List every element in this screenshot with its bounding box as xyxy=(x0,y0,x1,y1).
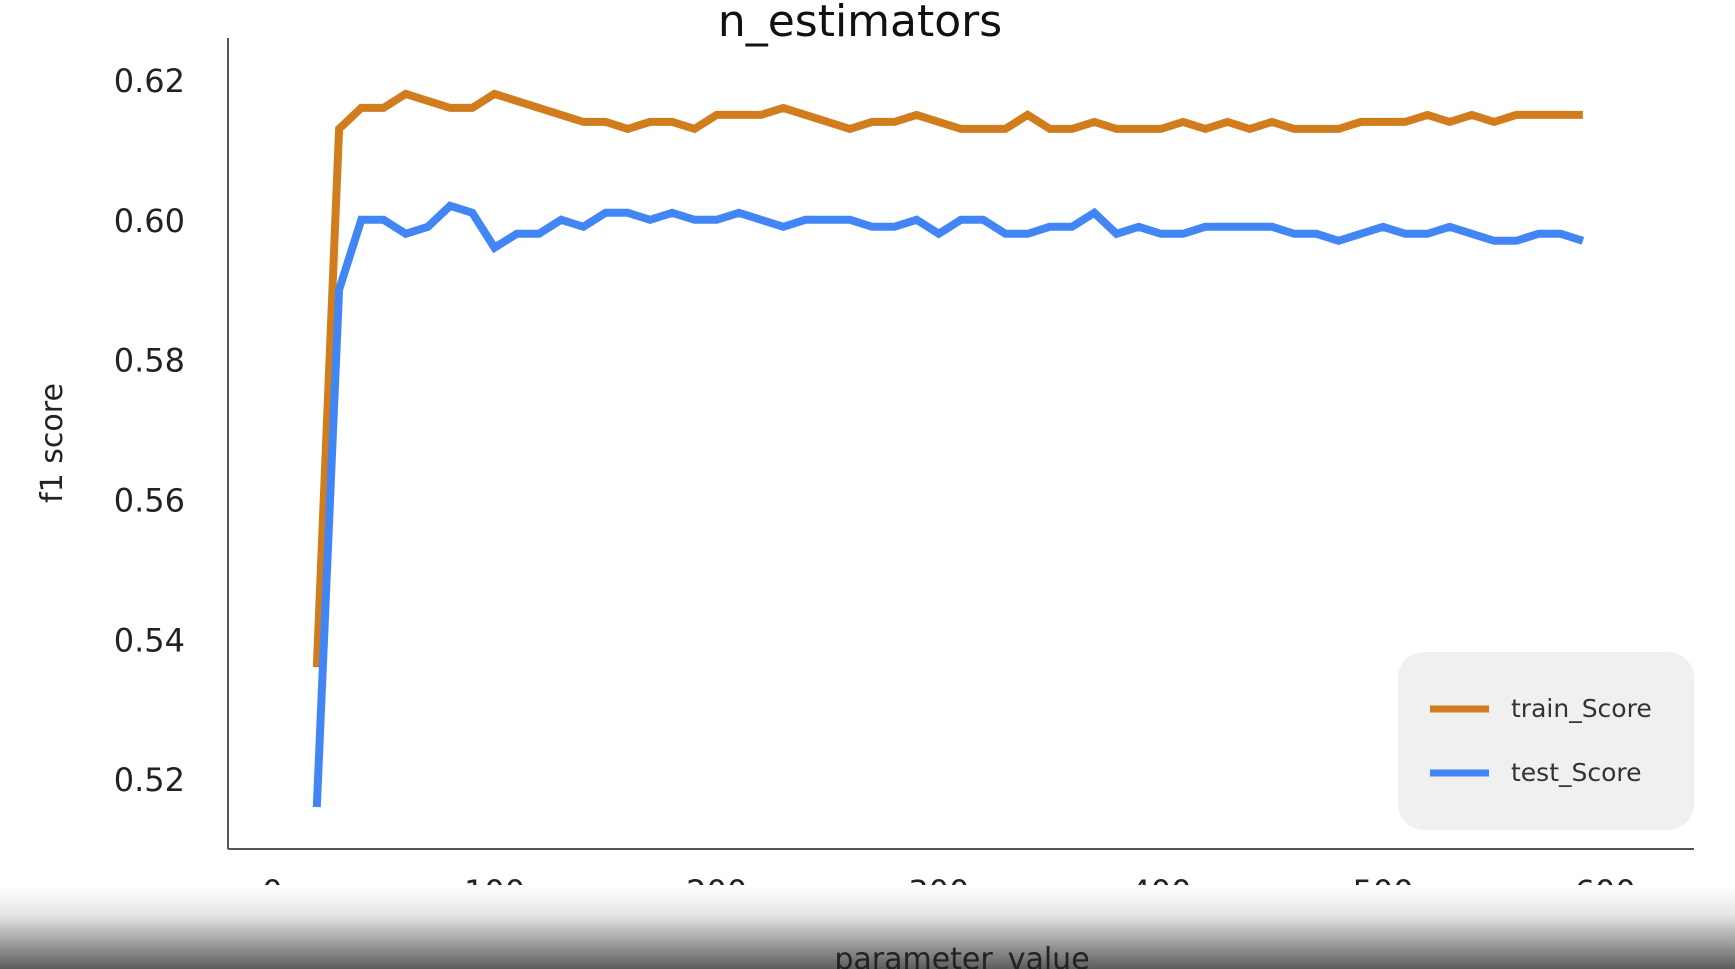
series-line-test-score xyxy=(312,201,1585,808)
chart-title: n_estimators xyxy=(718,0,1002,47)
legend-label-train: train_Score xyxy=(1511,694,1652,723)
legend: train_Score test_Score xyxy=(1398,652,1694,830)
bottom-shade xyxy=(0,885,1735,969)
y-tick-label: 0.62 xyxy=(114,62,185,100)
legend-box xyxy=(1398,652,1694,830)
y-tick-label: 0.56 xyxy=(114,481,185,519)
legend-label-test: test_Score xyxy=(1511,758,1642,787)
y-tick-label: 0.58 xyxy=(114,342,185,380)
plot-area: 0.520.540.560.580.600.620100200300400500… xyxy=(114,38,1694,911)
y-tick-label: 0.60 xyxy=(114,202,185,240)
x-axis-label: parameter_value xyxy=(834,942,1089,969)
y-tick-label: 0.54 xyxy=(114,621,185,659)
y-axis-label: f1 score xyxy=(35,383,70,503)
series-line-train-score xyxy=(312,89,1583,668)
y-tick-label: 0.52 xyxy=(114,761,185,799)
